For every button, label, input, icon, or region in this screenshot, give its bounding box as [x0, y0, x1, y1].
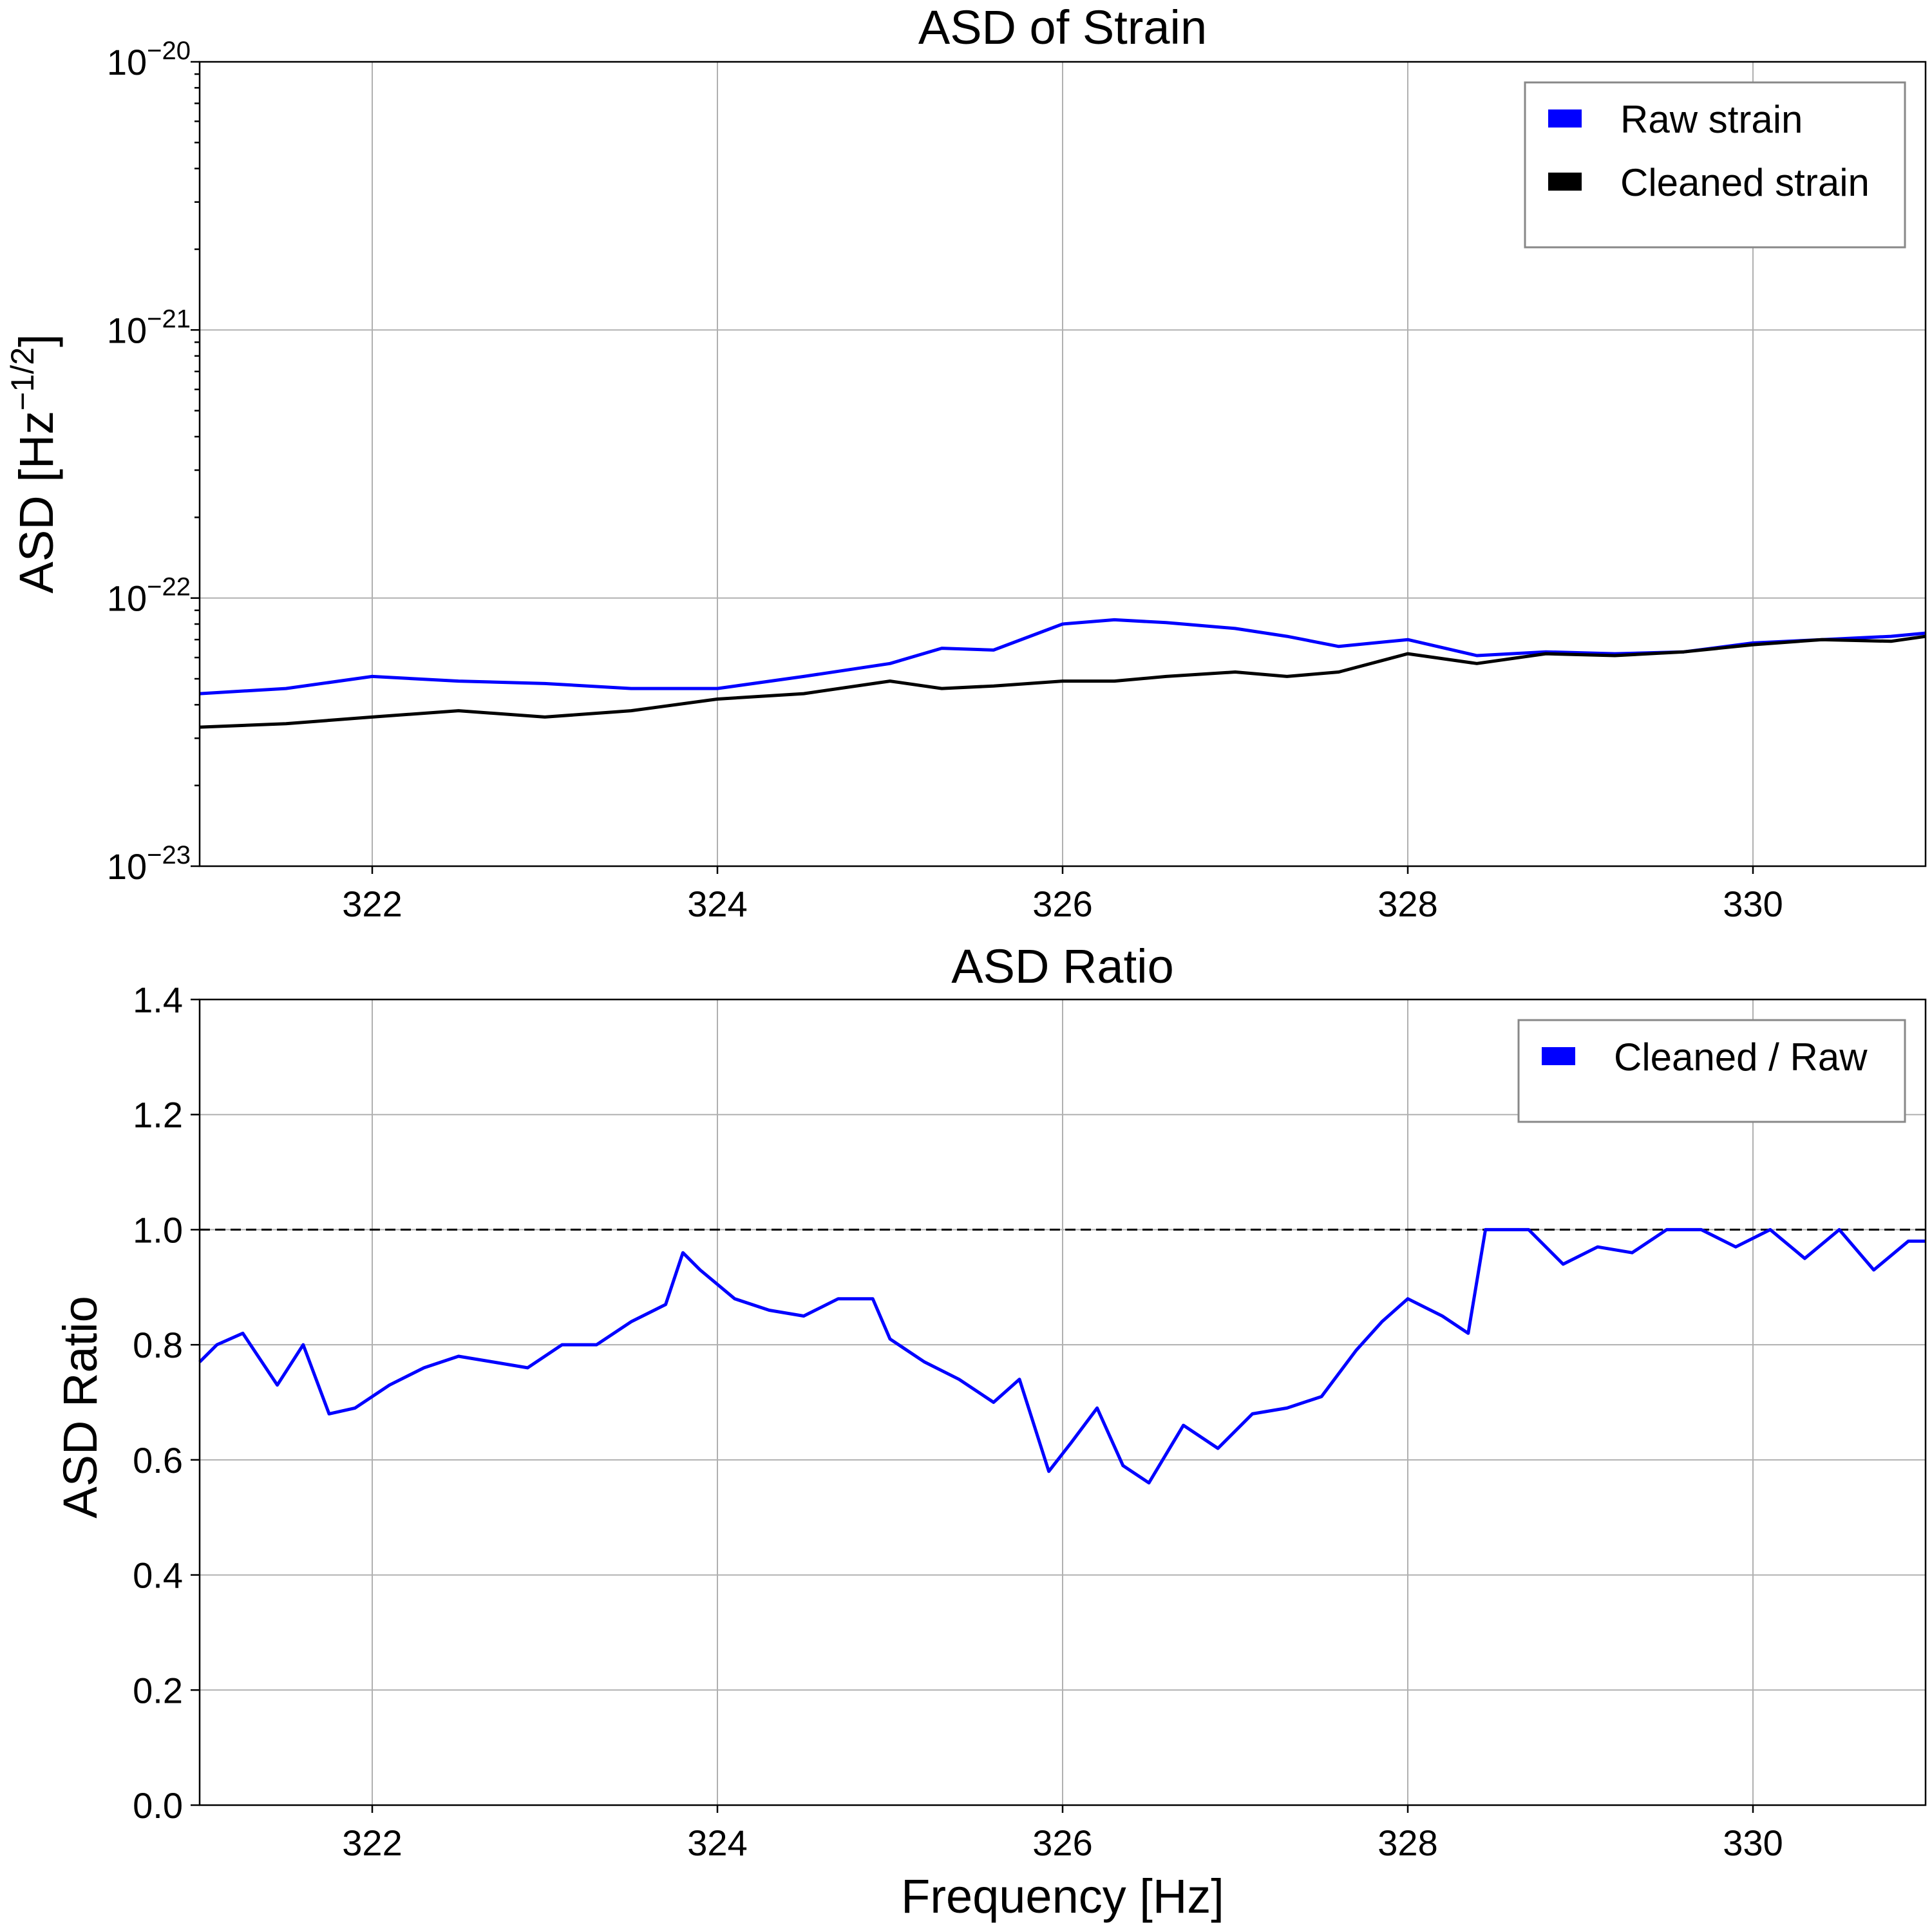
y-axis-label-exponent: −1/2 — [5, 347, 41, 411]
x-tick-label: 326 — [1032, 884, 1092, 924]
legend-label: Cleaned / Raw — [1614, 1036, 1868, 1079]
y-tick-base: 10 — [107, 846, 147, 887]
legend-label: Raw strain — [1620, 98, 1803, 141]
y-tick-exponent: −22 — [147, 573, 191, 601]
y-axis-label: ASD [Hz−1/2] — [5, 334, 63, 594]
y-tick-label: 1.2 — [133, 1095, 183, 1135]
chart-title: ASD Ratio — [951, 940, 1173, 993]
x-axis-ticks: 322 324 326 328 330 — [342, 866, 1783, 924]
x-tick-label: 322 — [342, 884, 402, 924]
legend: Cleaned / Raw — [1517, 1019, 1906, 1123]
legend-swatch — [1548, 109, 1582, 128]
y-tick-label: 1.0 — [133, 1209, 183, 1250]
y-tick-label: 10−23 — [107, 841, 191, 887]
y-axis-label: ASD Ratio — [53, 1296, 107, 1518]
y-tick-exponent: −21 — [147, 305, 191, 333]
asd-ratio-chart: ASD Ratio 322 324 326 328 330 0.00.20.40.60.… — [53, 940, 1927, 1923]
x-tick-label: 324 — [687, 884, 747, 924]
x-tick-label: 322 — [342, 1823, 402, 1863]
y-tick-label: 0.0 — [133, 1785, 183, 1826]
y-tick-label: 0.8 — [133, 1325, 183, 1365]
y-tick-label: 10−22 — [107, 573, 191, 619]
series-line-2 — [199, 634, 1926, 729]
x-axis-ticks: 322 324 326 328 330 — [342, 1805, 1783, 1863]
y-tick-exponent: −23 — [147, 841, 191, 869]
y-axis-ticks: 0.0 0.2 0.4 0.6 0.8 1.0 1.2 1.4 — [133, 980, 200, 1826]
y-tick-label: 0.6 — [133, 1440, 183, 1481]
x-tick-label: 328 — [1378, 884, 1437, 924]
y-tick-base: 10 — [107, 578, 147, 619]
y-axis-label-suffix: ] — [10, 334, 63, 348]
x-tick-label: 330 — [1723, 884, 1783, 924]
chart-title: ASD of Strain — [918, 1, 1207, 54]
legend: Raw strain Cleaned strain — [1524, 81, 1906, 249]
legend-label: Cleaned strain — [1620, 161, 1870, 204]
legend-swatch — [1548, 173, 1582, 191]
x-axis-label: Frequency [Hz] — [901, 1870, 1224, 1923]
y-tick-base: 10 — [107, 42, 147, 82]
legend-box — [1517, 1019, 1906, 1123]
x-tick-label: 324 — [687, 1823, 747, 1863]
y-tick-label: 1.4 — [133, 980, 183, 1020]
x-tick-label: 326 — [1032, 1823, 1092, 1863]
y-tick-label: 10−21 — [107, 305, 191, 350]
legend-box — [1524, 81, 1906, 249]
legend-swatch — [1542, 1047, 1575, 1065]
y-tick-exponent: −20 — [147, 37, 191, 65]
x-tick-label: 330 — [1723, 1823, 1783, 1863]
series-line-1 — [198, 1227, 1926, 1485]
plot-area — [198, 1227, 1926, 1485]
y-axis-label-main: ASD [Hz — [10, 411, 63, 594]
y-tick-label: 0.2 — [133, 1670, 183, 1710]
plot-area — [199, 618, 1926, 729]
y-tick-base: 10 — [107, 310, 147, 350]
y-tick-label: 10−20 — [107, 37, 191, 82]
asd-strain-chart: ASD of Strain 322 324 326 328 330 10−2010−21… — [5, 1, 1927, 924]
y-tick-label: 0.4 — [133, 1555, 183, 1596]
x-tick-label: 328 — [1378, 1823, 1437, 1863]
